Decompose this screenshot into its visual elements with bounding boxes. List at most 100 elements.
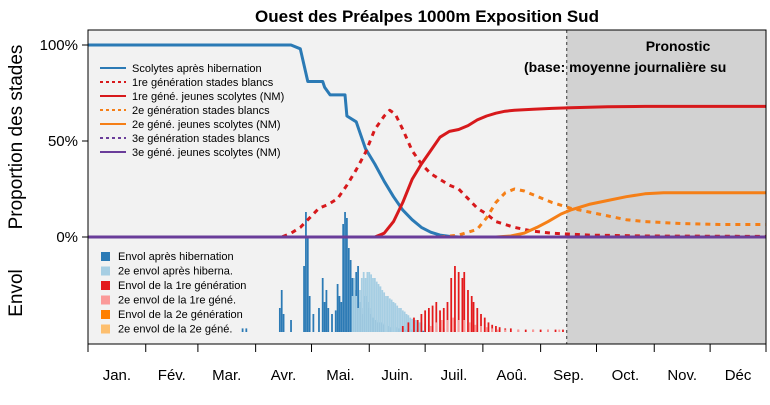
envol-bar: [357, 266, 359, 332]
series-line-s4: [495, 191, 766, 239]
x-tick-label: Sep.: [553, 367, 584, 384]
envol-bar: [338, 296, 341, 332]
envol-bar: [394, 303, 397, 332]
envol-bar: [387, 296, 389, 332]
envol-bar: [390, 299, 393, 332]
envol-bar: [509, 328, 512, 332]
envol-bar: [347, 248, 350, 332]
envol-bar: [241, 328, 244, 332]
envol-bar: [414, 320, 417, 332]
legend-bar-swatch: [101, 324, 110, 334]
envol-bar: [476, 308, 479, 332]
envol-bar: [392, 302, 395, 332]
y-tick-label: 50%: [48, 133, 78, 150]
envol-bar: [487, 322, 490, 332]
legend-bar-swatch: [101, 281, 110, 290]
envol-bar: [517, 329, 520, 332]
envol-bar: [245, 328, 248, 332]
envol-bar: [452, 317, 454, 332]
envol-bar: [360, 278, 363, 332]
envol-bar: [498, 327, 501, 332]
envol-bar: [485, 327, 488, 332]
legend-item-label: 3e génération stades blancs: [132, 133, 270, 145]
y-tick-label: 100%: [40, 37, 78, 54]
legend-item-label: 2e envol après hiberna.: [118, 266, 233, 278]
legend-bar-swatch: [101, 295, 110, 305]
envol-bar: [403, 311, 406, 332]
envol-bar: [524, 329, 527, 332]
envol-bar: [496, 329, 499, 332]
envol-bar: [420, 314, 423, 332]
envol-bar: [427, 308, 430, 332]
envol-bar: [422, 330, 425, 332]
envol-bar: [532, 329, 535, 332]
x-tick-label: Juin.: [381, 367, 413, 384]
envol-bar: [483, 317, 486, 332]
envol-bar: [435, 302, 438, 332]
envol-bar: [411, 318, 413, 332]
envol-bar: [303, 266, 305, 332]
forecast-region: Pronostic (base: moyenne journalière su: [524, 30, 766, 344]
forecast-label: Pronostic: [646, 38, 711, 54]
envol-bar: [359, 290, 361, 332]
envol-bar: [306, 236, 309, 332]
envol-bar: [398, 308, 400, 332]
x-tick-label: Avr.: [271, 367, 297, 384]
x-tick-label: Mai.: [326, 367, 354, 384]
envol-bar: [454, 266, 456, 332]
envol-bar: [409, 317, 412, 332]
envol-bar: [331, 314, 333, 332]
y-tick-label: 0%: [56, 229, 78, 246]
x-tick-label: Juil.: [441, 367, 468, 384]
legend-bar-swatch: [101, 266, 110, 276]
legend-item-label: 1re génération stades blancs: [132, 77, 274, 89]
envol-bar: [381, 290, 384, 332]
envol-bar: [379, 286, 382, 332]
x-tick-label: Déc: [725, 367, 752, 384]
envol-bar: [282, 314, 285, 332]
envol-bar: [424, 310, 427, 332]
envol-bar: [344, 212, 346, 332]
envol-bar: [429, 326, 432, 332]
envol-bar: [305, 212, 307, 332]
legend-item-label: Envol de la 2e génération: [118, 309, 243, 321]
envol-bar: [431, 305, 434, 332]
envol-bar: [327, 308, 330, 332]
envol-bar: [280, 290, 283, 332]
envol-bar: [373, 278, 376, 332]
envol-bar: [480, 326, 482, 332]
envol-bar: [400, 308, 402, 332]
envol-bar: [312, 314, 315, 332]
stage-lines: [88, 43, 767, 239]
envol-bar: [491, 328, 494, 332]
envol-bar: [446, 320, 449, 332]
forecast-shade: [566, 30, 766, 344]
envol-bar: [480, 314, 482, 332]
series-line-s3: [439, 187, 766, 239]
envol-bar: [450, 278, 453, 332]
forecast-basis-label: (base: moyenne journalière su: [524, 59, 726, 75]
envol-bar: [468, 322, 471, 332]
legend-item-label: Envol de la 1re génération: [118, 280, 246, 292]
legend-item-label: 3e géné. jeunes scolytes (NM): [132, 147, 281, 159]
legend-bar-swatch: [101, 310, 110, 319]
envol-bar: [370, 274, 373, 332]
envol-bar: [495, 326, 497, 332]
envol-bar: [325, 290, 328, 332]
x-tick-label: Aoû.: [496, 367, 527, 384]
envol-bar: [405, 314, 408, 332]
envol-bar: [323, 302, 326, 332]
envol-bar: [396, 305, 399, 332]
envol-bar: [364, 278, 367, 332]
envol-bar: [349, 260, 352, 332]
envol-bar: [368, 272, 371, 332]
envol-bar: [336, 284, 339, 332]
envol-bar: [416, 320, 419, 332]
envol-bar: [441, 320, 443, 332]
legend-item-label: 1re géné. jeunes scolytes (NM): [132, 91, 284, 103]
envol-bar: [401, 326, 404, 332]
envol-bar: [278, 308, 281, 332]
legend-item-label: 2e géné. jeunes scolytes (NM): [132, 119, 281, 131]
envol-bar: [439, 310, 441, 332]
envol-bar: [457, 272, 460, 332]
